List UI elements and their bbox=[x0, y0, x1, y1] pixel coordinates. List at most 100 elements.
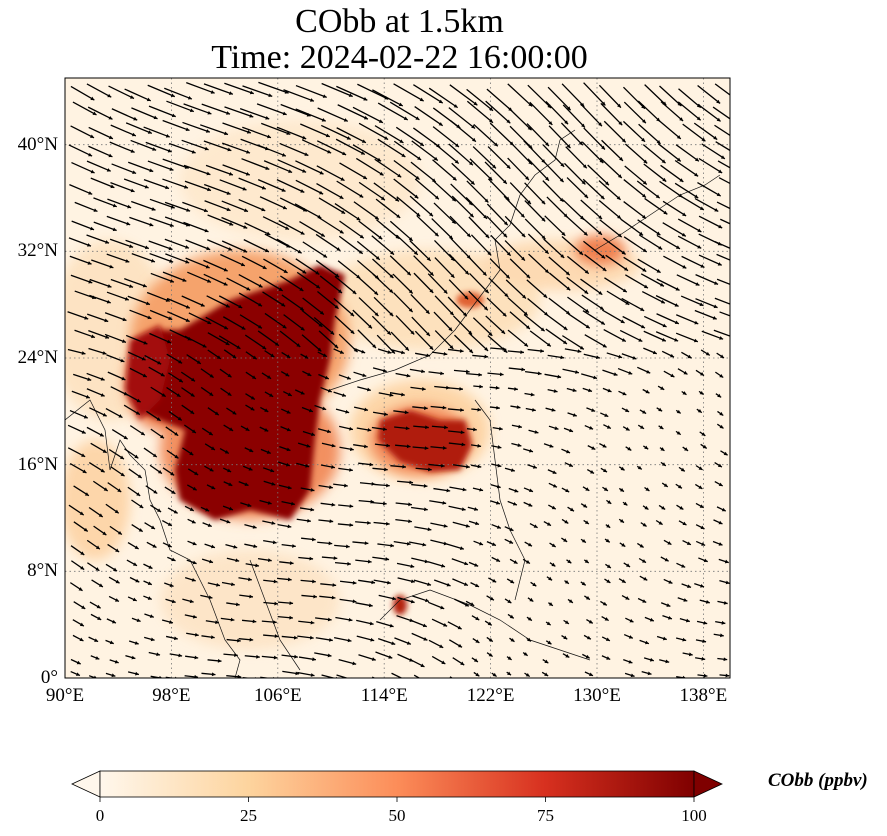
wind-arrow bbox=[164, 582, 174, 587]
wind-arrow bbox=[581, 294, 605, 311]
wind-arrow bbox=[207, 582, 221, 587]
wind-arrow bbox=[264, 350, 275, 358]
wind-arrow bbox=[334, 561, 351, 566]
wind-arrow bbox=[488, 277, 509, 298]
wind-arrow bbox=[678, 466, 686, 472]
wind-arrow bbox=[315, 637, 333, 642]
wind-arrow bbox=[548, 602, 554, 607]
wind-arrow bbox=[659, 85, 682, 107]
wind-arrow bbox=[108, 448, 125, 460]
wind-arrow bbox=[471, 407, 482, 412]
wind-arrow bbox=[277, 524, 292, 529]
wind-arrow bbox=[70, 85, 95, 101]
wind-arrow bbox=[181, 404, 195, 415]
wind-arrow bbox=[661, 677, 669, 678]
wind-arrow bbox=[372, 367, 387, 373]
wind-arrow bbox=[373, 579, 391, 585]
wind-arrow bbox=[352, 144, 382, 162]
wind-arrow bbox=[333, 348, 345, 355]
wind-arrow bbox=[358, 579, 376, 585]
wind-arrow bbox=[333, 391, 347, 397]
wind-arrow bbox=[73, 485, 90, 497]
wind-arrow bbox=[658, 504, 666, 511]
wind-arrow bbox=[675, 409, 682, 414]
wind-arrow bbox=[127, 542, 139, 550]
wind-arrow bbox=[466, 254, 487, 276]
wind-arrow bbox=[86, 426, 105, 437]
wind-arrow bbox=[602, 387, 612, 393]
wind-arrow bbox=[279, 445, 291, 452]
wind-arrow bbox=[411, 483, 428, 488]
wind-arrow bbox=[695, 274, 719, 285]
wind-arrow bbox=[547, 388, 558, 393]
wind-arrow bbox=[718, 558, 729, 564]
wind-arrow bbox=[245, 563, 260, 568]
wind-arrow bbox=[262, 520, 276, 525]
wind-arrow bbox=[375, 198, 401, 219]
wind-arrow bbox=[185, 239, 211, 251]
wind-arrow bbox=[643, 315, 667, 328]
wind-arrow bbox=[93, 525, 107, 536]
wind-arrow bbox=[636, 180, 661, 199]
wind-arrow bbox=[205, 164, 234, 176]
wind-arrow bbox=[621, 594, 630, 601]
wind-arrow bbox=[712, 106, 730, 120]
wind-arrow bbox=[148, 105, 176, 118]
wind-arrow bbox=[242, 126, 272, 139]
wind-arrow bbox=[319, 595, 336, 600]
wind-arrow bbox=[624, 672, 635, 678]
wind-arrow bbox=[263, 601, 279, 606]
wind-arrow bbox=[489, 500, 501, 505]
wind-arrow bbox=[488, 577, 497, 583]
wind-arrow bbox=[717, 410, 724, 417]
wind-arrow bbox=[606, 499, 612, 505]
wind-arrow bbox=[411, 557, 429, 564]
wind-arrow bbox=[243, 239, 270, 253]
wind-arrow bbox=[302, 370, 312, 377]
wind-arrow bbox=[602, 369, 618, 376]
wind-arrow bbox=[127, 295, 151, 306]
wind-arrow bbox=[317, 351, 328, 358]
wind-arrow bbox=[371, 235, 395, 256]
wind-arrow bbox=[542, 159, 565, 183]
wind-arrow bbox=[682, 652, 693, 657]
wind-arrow bbox=[409, 368, 426, 374]
wind-arrow bbox=[355, 559, 372, 564]
wind-arrow bbox=[548, 504, 557, 510]
wind-arrow bbox=[300, 579, 316, 584]
wind-arrow bbox=[166, 449, 179, 459]
wind-arrow bbox=[605, 254, 629, 272]
wind-arrow bbox=[131, 524, 144, 533]
wind-arrow bbox=[506, 656, 512, 661]
wind-arrow bbox=[504, 215, 526, 238]
wind-arrow bbox=[582, 486, 590, 492]
wind-arrow bbox=[486, 203, 509, 226]
wind-arrow bbox=[262, 291, 286, 307]
wind-arrow bbox=[261, 655, 278, 660]
wind-arrow bbox=[681, 583, 692, 589]
wind-arrow bbox=[69, 409, 89, 419]
wind-arrow bbox=[149, 332, 172, 344]
wind-arrow bbox=[720, 218, 730, 225]
wind-arrow bbox=[433, 311, 453, 332]
wind-arrow bbox=[663, 255, 687, 269]
wind-arrow bbox=[358, 462, 374, 467]
wind-arrow bbox=[695, 540, 706, 547]
wind-arrow bbox=[621, 407, 630, 413]
wind-arrow bbox=[389, 220, 414, 242]
wind-arrow bbox=[108, 576, 120, 584]
colorbar-label: CObb (ppbv) bbox=[768, 770, 868, 791]
wind-arrow bbox=[659, 447, 665, 452]
wind-arrow bbox=[221, 216, 248, 229]
wind-arrow bbox=[261, 372, 272, 380]
wind-arrow bbox=[70, 125, 95, 139]
wind-arrow bbox=[126, 559, 138, 567]
wind-arrow bbox=[222, 467, 232, 473]
wind-arrow bbox=[584, 424, 594, 430]
wind-arrow bbox=[201, 558, 214, 564]
wind-arrow bbox=[358, 122, 389, 141]
wind-arrow bbox=[484, 161, 508, 185]
wind-arrow bbox=[487, 372, 504, 377]
wind-arrow bbox=[245, 404, 255, 411]
